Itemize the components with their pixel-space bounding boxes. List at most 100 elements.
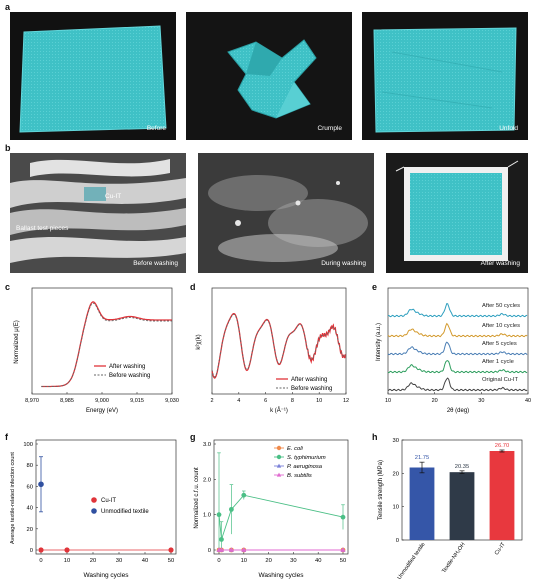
- chart-d-series-before-washing: [211, 313, 346, 378]
- chart-c-xtick-label: 9,015: [130, 398, 144, 404]
- chart-f-legend-cu-it: Cu-IT: [101, 498, 116, 504]
- chart-g-xtick-label: 10: [241, 558, 247, 564]
- chart-f-ytick-label: 40: [27, 506, 33, 512]
- chart-c-axes: [31, 287, 173, 395]
- chart-g-point: [219, 547, 224, 552]
- chart-d-xtick-label: 12: [343, 398, 349, 404]
- textile-after-washing-image: [395, 160, 519, 261]
- chart-e-xtick-label: 40: [525, 398, 531, 404]
- chart-e-series-line: [387, 322, 528, 338]
- chart-g-xtick-label: 0: [217, 558, 220, 564]
- chart-d-xtick-label: 4: [237, 398, 240, 404]
- chart-f-legend-unmodified: Unmodified textile: [101, 509, 149, 515]
- chart-f-infection: 0 10 20 30 40 50 0 20 40 60 80 100 Washing cycles A…: [10, 439, 177, 579]
- chart-f-point-unmodified: [38, 481, 44, 488]
- chart-f-xtick-label: 0: [39, 558, 42, 564]
- chart-g-legend-label: B. subtilis: [287, 473, 312, 479]
- chart-d-xtick-label: 8: [291, 398, 294, 404]
- chart-f-legend-swatch-unmodified: [91, 508, 97, 514]
- chart-h-category-label: Textile-NH₂OH: [441, 542, 466, 575]
- chart-g-legend-label: E. coli: [287, 446, 303, 452]
- chart-e-ylabel: Intensity (a.u.): [376, 323, 382, 361]
- chart-d-xtick-label: 10: [316, 398, 322, 404]
- chart-d-exafs: 2 4 6 8 10 12 k (Å⁻¹) k²χ(k) After washing Be…: [196, 287, 349, 414]
- chart-d-legend-after: After washing: [291, 377, 327, 383]
- chart-e-series-line: [387, 377, 528, 392]
- photo-during-washing: During washing: [198, 153, 374, 273]
- panel-d-letter: d: [190, 282, 196, 292]
- chart-h-ylabel: Tensile strength (MPa): [378, 460, 384, 520]
- chart-e-xtick-label: 10: [385, 398, 391, 404]
- textile-unfolded-image: [373, 27, 517, 133]
- label-cu-it-piece: Cu-IT: [105, 193, 122, 200]
- chart-h-bar: [489, 451, 515, 540]
- photo-caption-during-washing: During washing: [321, 260, 366, 267]
- chart-g-ticks: 0 10 20 30 40 50 0 1.0 2.0 3.0: [203, 442, 346, 564]
- panel-a-letter: a: [5, 2, 11, 12]
- chart-g-point: [229, 506, 234, 512]
- photo-caption-after-washing: After washing: [480, 260, 520, 267]
- chart-h-bar: [449, 472, 475, 540]
- chart-e-series-label: Original Cu-IT: [482, 377, 519, 383]
- chart-h-ticks: 0 10 20 30: [393, 438, 404, 544]
- chart-c-xtick-label: 9,030: [165, 398, 179, 404]
- chart-g-xtick-label: 20: [265, 558, 271, 564]
- panel-g-letter: g: [190, 432, 196, 442]
- chart-e-xticks: 10 20 30 40: [385, 392, 531, 404]
- chart-g-xtick-label: 50: [340, 558, 346, 564]
- photo-unfold: Unfold: [362, 12, 528, 140]
- chart-f-ytick-label: 20: [27, 527, 33, 533]
- chart-e-series-group: After 50 cycles After 10 cycles After 5 cy…: [387, 303, 528, 392]
- chart-e-xlabel: 2θ (deg): [447, 408, 469, 414]
- chart-e-series-line: [387, 360, 528, 374]
- chart-f-point-cu-it: [38, 547, 44, 553]
- chart-c-ylabel: Normalized μ(E): [14, 320, 20, 363]
- chart-g-legend-label: S. typhimurium: [287, 455, 326, 461]
- chart-f-xtick-label: 20: [90, 558, 96, 564]
- chart-d-series-after-washing: [211, 312, 346, 379]
- photo-before-washing: Cu-IT Ballast test pieces Before washing: [10, 153, 186, 273]
- photo-before: Before: [10, 12, 176, 140]
- chart-g-ytick-label: 0: [208, 548, 211, 554]
- chart-h-ytick-label: 10: [393, 505, 399, 511]
- chart-h-ytick-label: 30: [393, 438, 399, 444]
- chart-h-value-label: 21.75: [415, 455, 430, 461]
- chart-g-point: [229, 547, 234, 552]
- chart-d-xlabel: k (Å⁻¹): [270, 407, 288, 414]
- chart-f-xtick-label: 30: [116, 558, 122, 564]
- chart-f-point-cu-it: [64, 547, 70, 553]
- chart-c-xtick-label: 8,985: [60, 398, 74, 404]
- chart-f-frame: [35, 439, 177, 555]
- chart-h-category-label: Unmodified textile: [397, 542, 427, 581]
- chart-g-legend-marker: [276, 454, 282, 460]
- chart-d-frame: [211, 287, 347, 395]
- chart-e-series-label: After 5 cycles: [482, 341, 517, 347]
- chart-g-point: [241, 547, 247, 552]
- chart-f-marks: [38, 456, 174, 553]
- chart-e-series-line: [387, 341, 528, 356]
- chart-g-legend-marker: [276, 445, 282, 451]
- chart-d-xticks: 2 4 6 8 10 12: [210, 392, 349, 404]
- chart-g-point: [219, 537, 224, 542]
- chart-g-cfu: 0 10 20 30 40 50 0 1.0 2.0 3.0 Washing cycles Nor…: [194, 439, 349, 579]
- chart-h-category-label: Cu-IT: [494, 541, 507, 556]
- photo-caption-before: Before: [146, 125, 166, 132]
- chart-h-ytick-label: 20: [393, 471, 399, 477]
- chart-f-point-cu-it: [168, 547, 174, 553]
- chart-f-ytick-label: 100: [23, 442, 33, 448]
- chart-e-xtick-label: 20: [432, 398, 438, 404]
- chart-c-series-after-washing: [41, 301, 172, 388]
- chart-h-ytick-label: 0: [396, 538, 399, 544]
- chart-g-legend-label: P. aeruginosa: [287, 464, 323, 470]
- chart-d-xtick-label: 2: [210, 398, 213, 404]
- chart-f-ytick-label: 0: [30, 548, 33, 554]
- chart-g-xtick-label: 40: [315, 558, 321, 564]
- chart-g-legend-marker: [276, 472, 282, 477]
- chart-e-series-label: After 50 cycles: [482, 303, 520, 309]
- chart-g-legend-marker: [276, 463, 282, 468]
- chart-g-frame: [213, 439, 349, 555]
- photo-caption-before-washing: Before washing: [133, 260, 178, 267]
- chart-g-xlabel: Washing cycles: [259, 572, 305, 579]
- chart-e-xrd: After 50 cycles After 10 cycles After 5 cy…: [376, 287, 531, 414]
- chart-g-ytick-label: 2.0: [203, 477, 211, 483]
